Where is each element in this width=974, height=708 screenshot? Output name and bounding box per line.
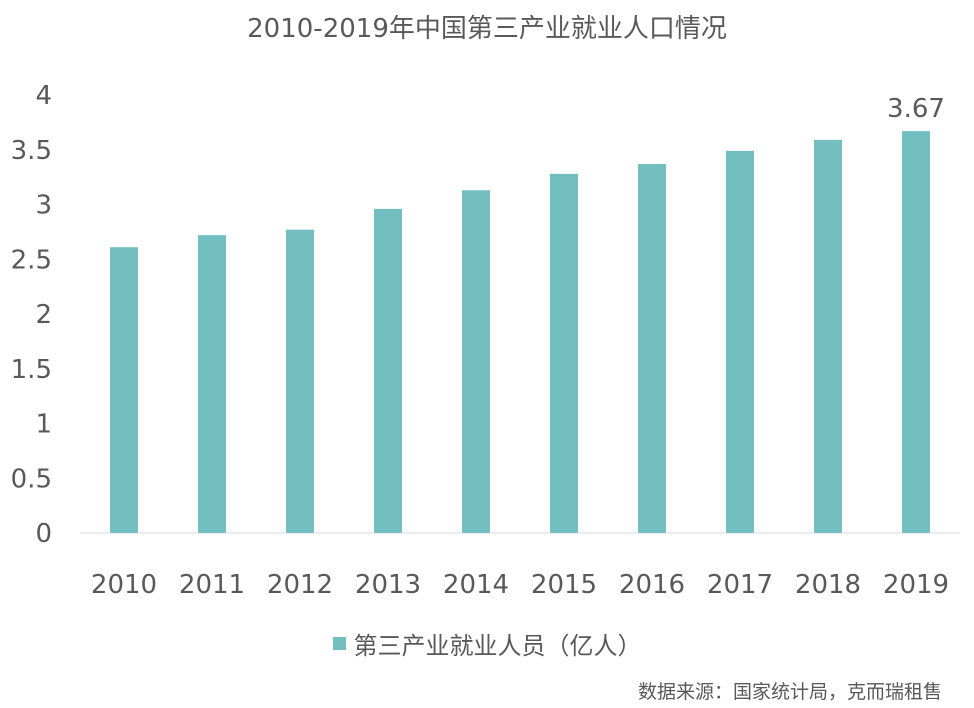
bar-2017 bbox=[726, 150, 754, 533]
x-tick-label-2014: 2014 bbox=[443, 570, 509, 600]
bar-2010 bbox=[110, 247, 138, 533]
x-axis-ticks: 2010 2011 2012 2013 2014 2015 2016 2017 2018 2019 bbox=[91, 570, 949, 600]
data-labels: 3.67 bbox=[887, 94, 945, 124]
x-tick-label-2015: 2015 bbox=[531, 570, 597, 600]
y-tick-label: 0.5 bbox=[11, 464, 52, 494]
bar-2014 bbox=[462, 190, 490, 533]
x-tick-label-2018: 2018 bbox=[795, 570, 861, 600]
bars bbox=[110, 131, 930, 534]
x-tick-label-2013: 2013 bbox=[355, 570, 421, 600]
y-tick-label: 3.5 bbox=[11, 136, 52, 166]
data-label-2019: 3.67 bbox=[887, 94, 945, 124]
y-axis-ticks: 0 0.5 1 1.5 2 2.5 3 3.5 4 bbox=[11, 81, 52, 549]
bar-chart: 00.511.522.533.54 2010 2011 2012 2013 2014 20… bbox=[11, 81, 960, 600]
y-tick-label: 4 bbox=[35, 81, 52, 111]
x-tick-label-2017: 2017 bbox=[707, 570, 773, 600]
y-tick-label: 2 bbox=[35, 300, 52, 330]
bar-2016 bbox=[638, 163, 666, 534]
x-tick-label-2010: 2010 bbox=[91, 570, 157, 600]
x-tick-label-2016: 2016 bbox=[619, 570, 685, 600]
bar-2013 bbox=[374, 208, 402, 533]
bar-2018 bbox=[814, 139, 842, 533]
x-tick-label-2012: 2012 bbox=[267, 570, 333, 600]
y-tick-label: 3 bbox=[35, 191, 52, 221]
bar-2015 bbox=[550, 173, 578, 533]
source-note: 数据来源：国家统计局，克而瑞租售 bbox=[637, 681, 942, 703]
legend: 第三产业就业人员（亿人） bbox=[0, 626, 974, 661]
bar-2011 bbox=[198, 235, 226, 533]
x-tick-label-2011: 2011 bbox=[179, 570, 245, 600]
y-tick-label: 1 bbox=[35, 410, 52, 440]
legend-label: 第三产业就业人员（亿人） bbox=[353, 632, 642, 660]
bar-2012 bbox=[286, 229, 314, 533]
y-tick-label: 1.5 bbox=[11, 355, 52, 385]
legend-swatch bbox=[332, 637, 346, 650]
y-tick-label: 2.5 bbox=[11, 245, 52, 275]
y-tick-label: 0 bbox=[35, 519, 52, 549]
chart-title: 2010-2019年中国第三产业就业人口情况 bbox=[247, 14, 727, 44]
bar-2019 bbox=[902, 131, 930, 533]
x-tick-label-2019: 2019 bbox=[883, 570, 949, 600]
